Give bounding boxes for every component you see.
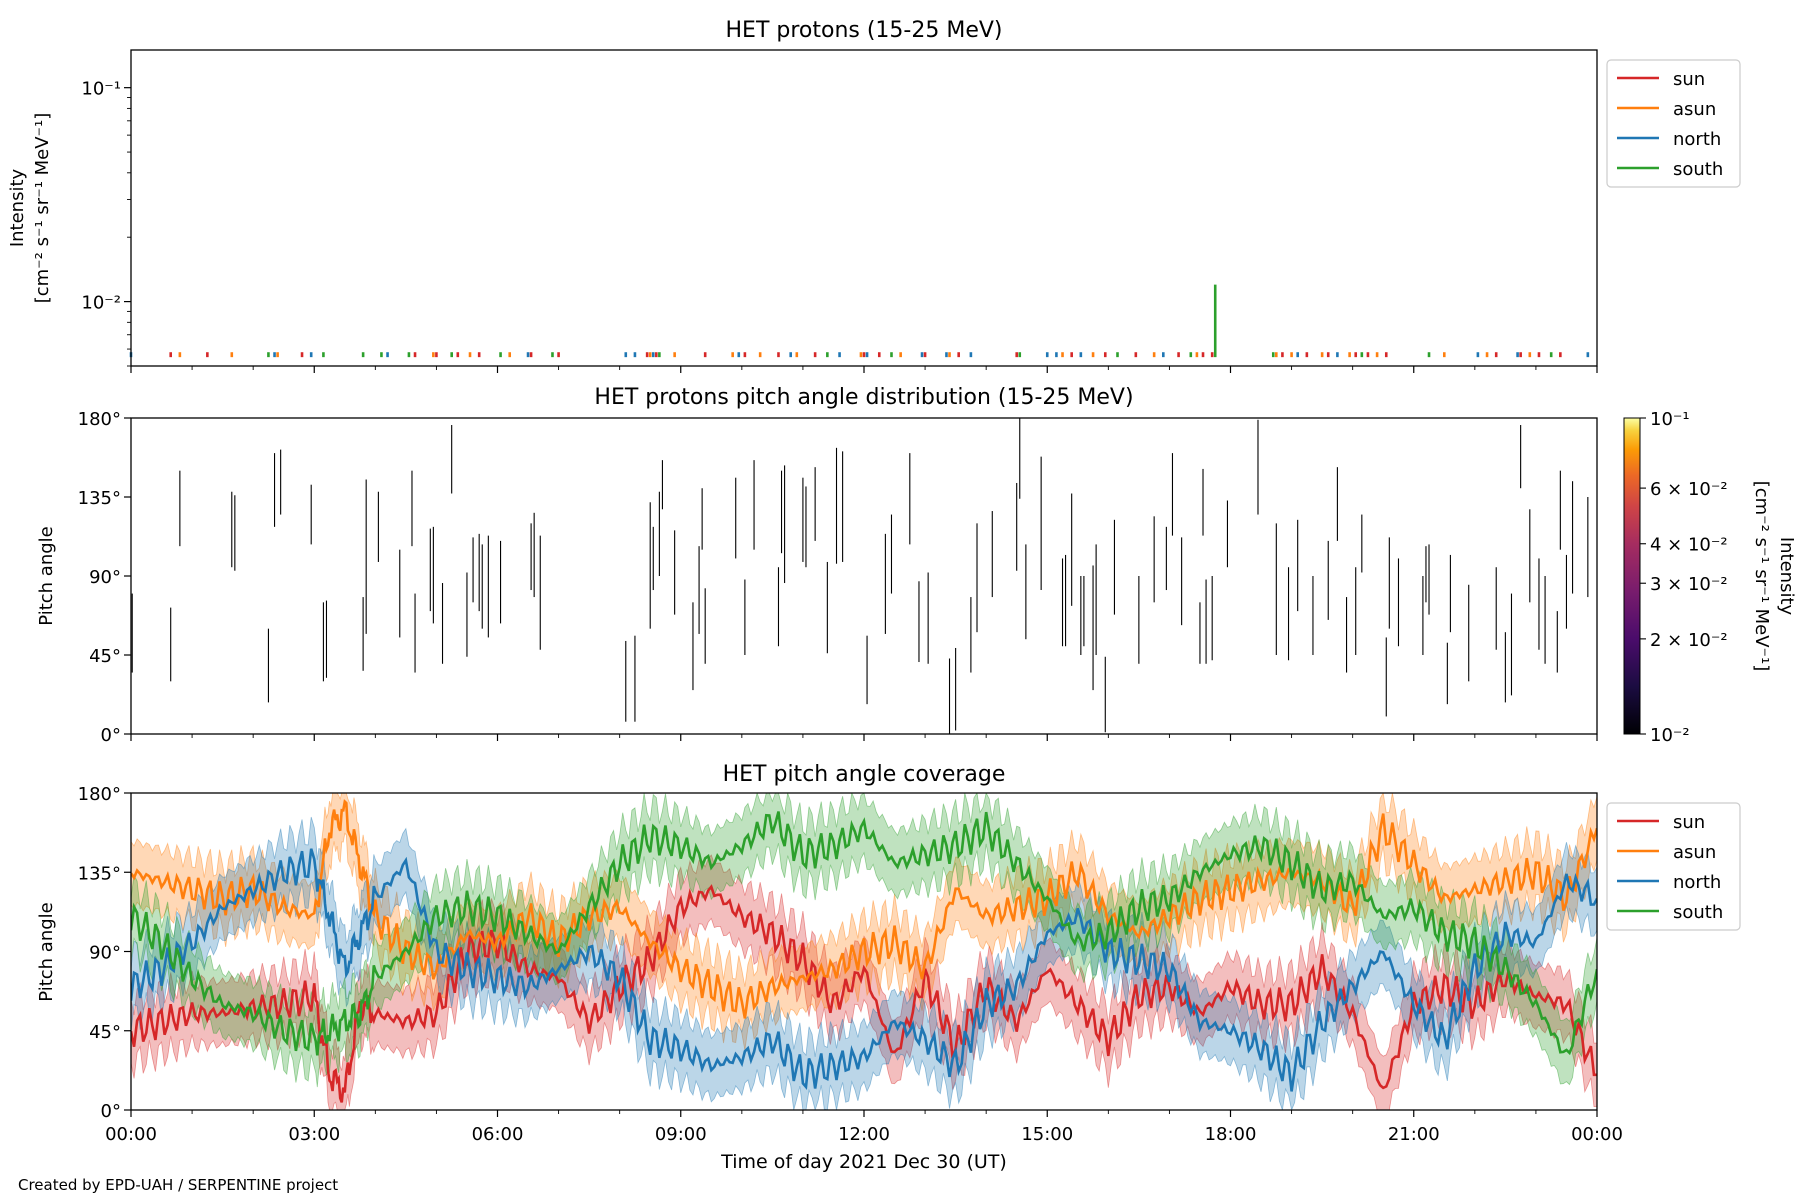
time-tick-label: 21:00	[1388, 1124, 1440, 1145]
time-tick-label: 15:00	[1021, 1124, 1073, 1145]
pitch-distribution-axes-frame	[130, 417, 1598, 735]
pitch-distribution-ytick-label: 90°	[89, 567, 121, 588]
time-tick-label: 00:00	[105, 1124, 157, 1145]
pitch-distribution-panel: HET protons pitch angle distribution (15…	[36, 385, 1797, 746]
pitch-coverage-y-ticks: 0° 45° 90° 135° 180°	[78, 784, 131, 1122]
pitch-distribution-y-ticks: 0° 45° 90° 135° 180°	[78, 409, 131, 746]
intensity-ylabel-line2: [cm⁻² s⁻¹ sr⁻¹ MeV⁻¹]	[32, 113, 53, 304]
coverage-band-asun	[131, 793, 1597, 1051]
pitch-distribution-ytick-label: 180°	[78, 409, 121, 430]
intensity-axes-frame	[130, 49, 1598, 367]
pitch-coverage-ytick-label: 45°	[89, 1022, 121, 1043]
coverage-band-sun	[131, 854, 1597, 1110]
pitch-coverage-ylabel: Pitch angle	[36, 902, 57, 1001]
time-tick-label: 00:00	[1571, 1124, 1623, 1145]
intensity-legend: sun asun north south	[1606, 59, 1741, 188]
pitch-coverage-title: HET pitch angle coverage	[723, 762, 1006, 787]
colorbar-tick-label: 10⁻¹	[1650, 409, 1690, 430]
colorbar	[1623, 417, 1641, 735]
time-tick-label: 12:00	[838, 1124, 890, 1145]
colorbar-tick-label: 10⁻²	[1650, 725, 1690, 746]
pitch-distribution-ytick-label: 0°	[101, 725, 121, 746]
intensity-ytick-label: 10⁻²	[81, 293, 121, 314]
colorbar-tick-label: 2 × 10⁻²	[1650, 630, 1728, 651]
time-tick-label: 06:00	[472, 1124, 524, 1145]
colorbar-tick-label: 6 × 10⁻²	[1650, 479, 1728, 500]
time-axis-ticks: 00:00 03:00 06:00 09:00 12:00 15:00 18:00 21:00…	[105, 366, 1623, 1145]
pitch-distribution-ylabel: Pitch angle	[36, 526, 57, 625]
legend-label-sun: sun	[1673, 69, 1705, 90]
pitch-distribution-streaks	[131, 418, 1589, 734]
time-axis-label: Time of day 2021 Dec 30 (UT)	[720, 1151, 1007, 1173]
intensity-ytick-label: 10⁻¹	[81, 79, 121, 100]
legend-label-asun: asun	[1673, 842, 1716, 863]
coverage-legend: sun asun north south	[1606, 802, 1741, 931]
pitch-distribution-ytick-label: 135°	[78, 488, 121, 509]
colorbar-tick-label: 3 × 10⁻²	[1650, 574, 1728, 595]
intensity-title: HET protons (15-25 MeV)	[726, 18, 1003, 43]
legend-box	[1606, 802, 1741, 931]
intensity-bars	[129, 284, 1590, 358]
pitch-coverage-ytick-label: 0°	[101, 1101, 121, 1122]
intensity-y-ticks: 10⁻² 10⁻¹	[81, 79, 131, 367]
pitch-coverage-ytick-label: 180°	[78, 784, 121, 805]
legend-label-asun: asun	[1673, 99, 1716, 120]
intensity-panel: HET protons (15-25 MeV) 10⁻² 10⁻¹ Intensi…	[7, 18, 1741, 367]
legend-box	[1606, 59, 1741, 188]
pitch-distribution-ytick-label: 45°	[89, 646, 121, 667]
time-tick-label: 09:00	[655, 1124, 707, 1145]
legend-label-north: north	[1673, 872, 1721, 893]
pitch-coverage-lines	[131, 798, 1597, 1103]
coverage-line-south	[131, 811, 1597, 1056]
colorbar-label-line2: [cm⁻² s⁻¹ sr⁻¹ MeV⁻¹]	[1751, 481, 1772, 672]
pitch-coverage-panel: HET pitch angle coverage 0° 45° 90° 135° 180…	[36, 366, 1741, 1173]
legend-label-south: south	[1673, 902, 1723, 923]
pitch-distribution-title: HET protons pitch angle distribution (15…	[594, 385, 1133, 410]
pitch-coverage-ytick-label: 90°	[89, 943, 121, 964]
colorbar-ticks: 10⁻² 2 × 10⁻² 3 × 10⁻² 4 × 10⁻² 6 × 10⁻² 10⁻¹	[1640, 409, 1728, 746]
legend-label-south: south	[1673, 159, 1723, 180]
colorbar-label-line1: Intensity	[1776, 537, 1797, 616]
legend-label-north: north	[1673, 129, 1721, 150]
credit-text: Created by EPD-UAH / SERPENTINE project	[18, 1176, 339, 1194]
legend-label-sun: sun	[1673, 812, 1705, 833]
coverage-line-asun	[131, 798, 1597, 1019]
time-tick-label: 03:00	[288, 1124, 340, 1145]
time-tick-label: 18:00	[1205, 1124, 1257, 1145]
pitch-coverage-ytick-label: 135°	[78, 863, 121, 884]
coverage-line-north	[131, 848, 1597, 1092]
colorbar-tick-label: 4 × 10⁻²	[1650, 535, 1728, 556]
intensity-ylabel-line1: Intensity	[7, 168, 28, 247]
